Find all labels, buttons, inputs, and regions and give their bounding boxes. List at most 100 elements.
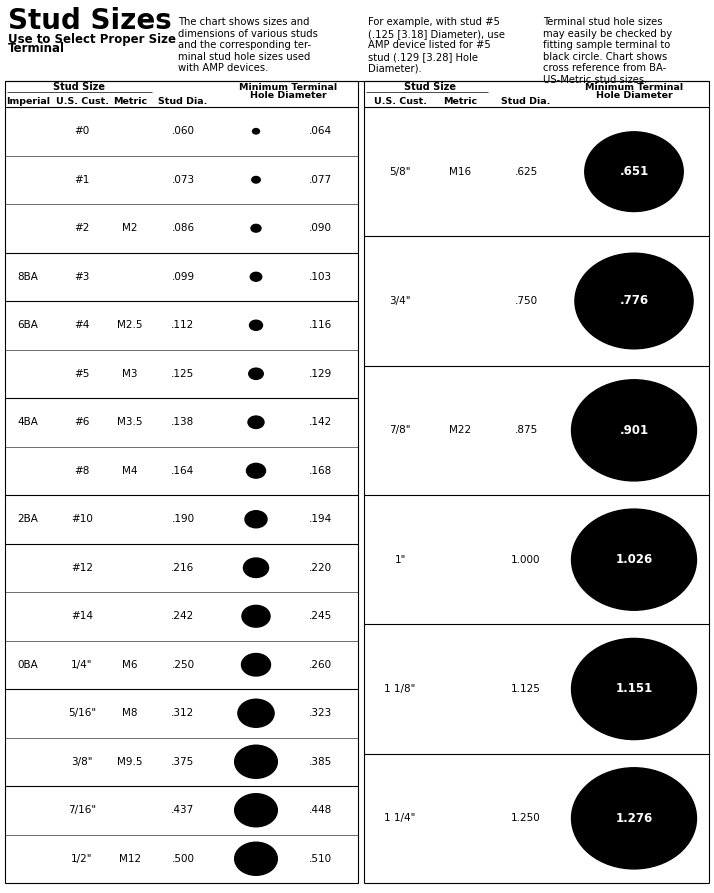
Text: 1 1/8": 1 1/8" xyxy=(384,684,416,694)
Ellipse shape xyxy=(575,254,693,349)
Ellipse shape xyxy=(235,842,277,875)
Text: .750: .750 xyxy=(515,296,538,306)
Text: #10: #10 xyxy=(71,514,93,524)
Text: .776: .776 xyxy=(620,295,648,307)
Text: .103: .103 xyxy=(308,271,331,282)
Text: .073: .073 xyxy=(171,175,194,185)
Ellipse shape xyxy=(251,272,262,281)
Ellipse shape xyxy=(585,132,683,212)
Ellipse shape xyxy=(253,129,259,134)
Text: Minimum Terminal: Minimum Terminal xyxy=(239,84,337,93)
Text: #2: #2 xyxy=(74,223,90,233)
Ellipse shape xyxy=(571,768,696,869)
Text: Terminal: Terminal xyxy=(8,41,65,54)
Ellipse shape xyxy=(571,638,696,739)
Ellipse shape xyxy=(238,699,274,727)
Text: .090: .090 xyxy=(308,223,331,233)
Text: .142: .142 xyxy=(308,417,331,427)
Text: .060: .060 xyxy=(171,126,194,137)
Text: .077: .077 xyxy=(308,175,331,185)
Ellipse shape xyxy=(246,463,266,478)
Text: M2.5: M2.5 xyxy=(117,321,143,330)
Text: .194: .194 xyxy=(308,514,331,524)
Text: M3.5: M3.5 xyxy=(117,417,143,427)
Text: M16: M16 xyxy=(449,167,471,177)
Text: #0: #0 xyxy=(74,126,90,137)
Text: Stud Size: Stud Size xyxy=(404,82,456,92)
Text: .112: .112 xyxy=(171,321,195,330)
Text: .260: .260 xyxy=(308,660,331,670)
Text: U.S. Cust.: U.S. Cust. xyxy=(56,96,109,105)
Text: .312: .312 xyxy=(171,708,195,718)
Text: #3: #3 xyxy=(74,271,90,282)
Text: For example, with stud #5
(.125 [3.18] Diameter), use
AMP device listed for #5
s: For example, with stud #5 (.125 [3.18] D… xyxy=(368,17,505,73)
Text: .168: .168 xyxy=(308,466,331,476)
Text: Metric: Metric xyxy=(443,96,477,105)
Ellipse shape xyxy=(571,380,696,481)
Ellipse shape xyxy=(249,321,263,330)
Ellipse shape xyxy=(243,558,268,578)
Ellipse shape xyxy=(235,746,277,779)
Ellipse shape xyxy=(242,605,270,627)
Text: .875: .875 xyxy=(514,425,538,435)
Text: .216: .216 xyxy=(171,563,195,572)
Text: Hole Diameter: Hole Diameter xyxy=(250,90,326,99)
Text: .323: .323 xyxy=(308,708,331,718)
Text: 2BA: 2BA xyxy=(18,514,39,524)
Text: 1.151: 1.151 xyxy=(615,682,653,696)
Text: .129: .129 xyxy=(308,369,331,379)
Ellipse shape xyxy=(571,509,696,610)
Text: .375: .375 xyxy=(171,756,195,767)
Ellipse shape xyxy=(252,177,260,183)
Text: Stud Dia.: Stud Dia. xyxy=(501,96,550,105)
Text: .651: .651 xyxy=(619,165,648,179)
Text: 1.250: 1.250 xyxy=(511,814,541,823)
Ellipse shape xyxy=(251,224,261,232)
Text: Stud Sizes: Stud Sizes xyxy=(8,7,172,35)
Ellipse shape xyxy=(245,511,267,528)
Text: M6: M6 xyxy=(122,660,138,670)
Text: .099: .099 xyxy=(171,271,194,282)
Text: #8: #8 xyxy=(74,466,90,476)
Text: .138: .138 xyxy=(171,417,195,427)
Text: .448: .448 xyxy=(308,805,331,815)
Text: #4: #4 xyxy=(74,321,90,330)
Text: 7/8": 7/8" xyxy=(389,425,411,435)
Text: M4: M4 xyxy=(122,466,138,476)
Text: 1.026: 1.026 xyxy=(615,553,653,566)
Text: M2: M2 xyxy=(122,223,138,233)
Text: Imperial: Imperial xyxy=(6,96,50,105)
Text: 3/4": 3/4" xyxy=(389,296,411,306)
Text: 1.276: 1.276 xyxy=(615,812,653,825)
Text: 1/2": 1/2" xyxy=(71,854,93,864)
Text: .385: .385 xyxy=(308,756,331,767)
Ellipse shape xyxy=(241,654,271,676)
Text: Terminal stud hole sizes
may easily be checked by
fitting sample terminal to
bla: Terminal stud hole sizes may easily be c… xyxy=(543,17,672,85)
Text: #6: #6 xyxy=(74,417,90,427)
Text: #14: #14 xyxy=(71,611,93,622)
Text: M3: M3 xyxy=(122,369,138,379)
Text: M12: M12 xyxy=(119,854,141,864)
Text: .510: .510 xyxy=(308,854,331,864)
Text: #1: #1 xyxy=(74,175,90,185)
Text: .500: .500 xyxy=(171,854,194,864)
Text: 1/4": 1/4" xyxy=(71,660,93,670)
Text: .245: .245 xyxy=(308,611,331,622)
Text: Stud Dia.: Stud Dia. xyxy=(159,96,208,105)
Text: .437: .437 xyxy=(171,805,195,815)
Text: #12: #12 xyxy=(71,563,93,572)
Text: Stud Size: Stud Size xyxy=(53,82,105,92)
Text: .125: .125 xyxy=(171,369,195,379)
Text: 1 1/4": 1 1/4" xyxy=(384,814,416,823)
Text: .220: .220 xyxy=(308,563,331,572)
Text: .242: .242 xyxy=(171,611,195,622)
Text: .064: .064 xyxy=(308,126,331,137)
Ellipse shape xyxy=(248,416,264,429)
Ellipse shape xyxy=(248,368,263,380)
Ellipse shape xyxy=(235,794,277,827)
Text: Metric: Metric xyxy=(113,96,147,105)
Text: 0BA: 0BA xyxy=(18,660,39,670)
Text: U.S. Cust.: U.S. Cust. xyxy=(373,96,426,105)
Text: M8: M8 xyxy=(122,708,138,718)
Text: 1": 1" xyxy=(394,555,406,564)
